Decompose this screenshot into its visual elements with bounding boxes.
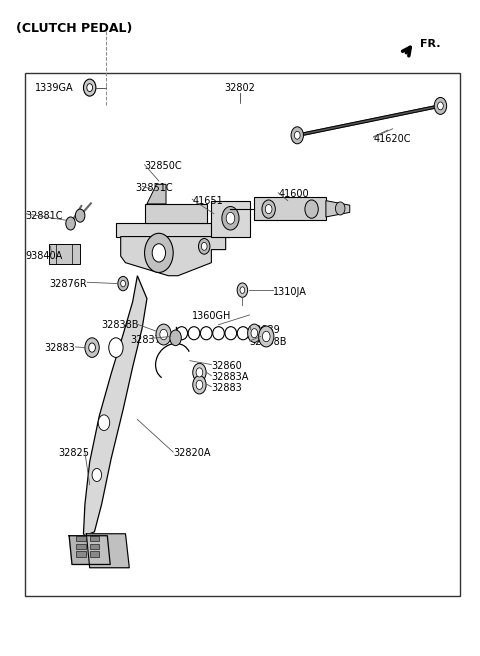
Circle shape: [109, 338, 123, 358]
Text: 32876R: 32876R: [49, 279, 87, 289]
Circle shape: [144, 234, 173, 272]
Text: 32883: 32883: [211, 383, 242, 393]
Text: 32825: 32825: [59, 449, 90, 459]
Text: 93840A: 93840A: [25, 251, 62, 261]
Polygon shape: [211, 201, 250, 237]
Text: 32850C: 32850C: [144, 161, 182, 171]
Circle shape: [294, 131, 300, 139]
Text: 32838B: 32838B: [102, 319, 139, 330]
Circle shape: [263, 331, 270, 342]
Text: 41600: 41600: [278, 189, 309, 199]
Circle shape: [66, 217, 75, 230]
Circle shape: [193, 363, 206, 382]
Text: 1339GA: 1339GA: [35, 83, 73, 92]
Text: 41651: 41651: [192, 195, 223, 205]
Circle shape: [291, 127, 303, 144]
Bar: [25, 73, 459, 596]
Bar: [76, 536, 86, 541]
Circle shape: [251, 329, 258, 338]
Circle shape: [237, 283, 248, 297]
Polygon shape: [86, 534, 129, 567]
Circle shape: [240, 287, 245, 293]
Circle shape: [196, 380, 203, 390]
Polygon shape: [144, 204, 206, 224]
Text: 32839: 32839: [250, 325, 280, 335]
Text: 32837: 32837: [130, 335, 161, 345]
Circle shape: [265, 205, 272, 214]
Polygon shape: [147, 184, 166, 204]
Text: 32860: 32860: [211, 361, 242, 371]
Text: (CLUTCH PEDAL): (CLUTCH PEDAL): [16, 22, 132, 35]
Circle shape: [336, 202, 345, 215]
Circle shape: [201, 243, 207, 251]
Bar: [90, 544, 99, 549]
Polygon shape: [84, 276, 147, 536]
Text: FR.: FR.: [420, 39, 441, 49]
Text: 41620C: 41620C: [373, 134, 411, 144]
Circle shape: [92, 468, 102, 482]
Bar: [49, 245, 80, 264]
Polygon shape: [254, 197, 326, 220]
Polygon shape: [116, 224, 230, 237]
Bar: [76, 544, 86, 549]
Circle shape: [75, 209, 85, 222]
Circle shape: [434, 97, 446, 114]
Polygon shape: [69, 536, 110, 564]
Circle shape: [305, 200, 318, 218]
Text: 1360GH: 1360GH: [192, 311, 232, 321]
Circle shape: [170, 330, 181, 346]
Circle shape: [85, 338, 99, 358]
Circle shape: [120, 280, 125, 287]
Circle shape: [84, 79, 96, 96]
Circle shape: [98, 415, 110, 430]
Circle shape: [262, 200, 276, 218]
Text: 32881C: 32881C: [25, 211, 63, 220]
Circle shape: [259, 326, 274, 347]
Circle shape: [196, 368, 203, 377]
Circle shape: [87, 84, 93, 92]
Text: 32820A: 32820A: [173, 449, 211, 459]
Polygon shape: [326, 201, 350, 217]
Circle shape: [438, 102, 444, 110]
Bar: [90, 552, 99, 557]
Text: 1310JA: 1310JA: [274, 287, 307, 297]
Circle shape: [160, 329, 168, 340]
Circle shape: [226, 213, 235, 224]
Bar: [76, 552, 86, 557]
Bar: [90, 536, 99, 541]
Circle shape: [248, 324, 261, 342]
Text: 32802: 32802: [225, 83, 255, 92]
Circle shape: [199, 239, 210, 254]
Circle shape: [152, 244, 166, 262]
Text: 32883A: 32883A: [211, 372, 249, 382]
Text: 32838B: 32838B: [250, 337, 287, 348]
Circle shape: [222, 207, 239, 230]
Circle shape: [156, 324, 171, 345]
Circle shape: [89, 343, 96, 352]
Polygon shape: [120, 237, 226, 276]
Text: 32851C: 32851C: [135, 182, 173, 193]
Circle shape: [193, 376, 206, 394]
Circle shape: [118, 276, 128, 291]
Text: 32883: 32883: [44, 342, 75, 352]
